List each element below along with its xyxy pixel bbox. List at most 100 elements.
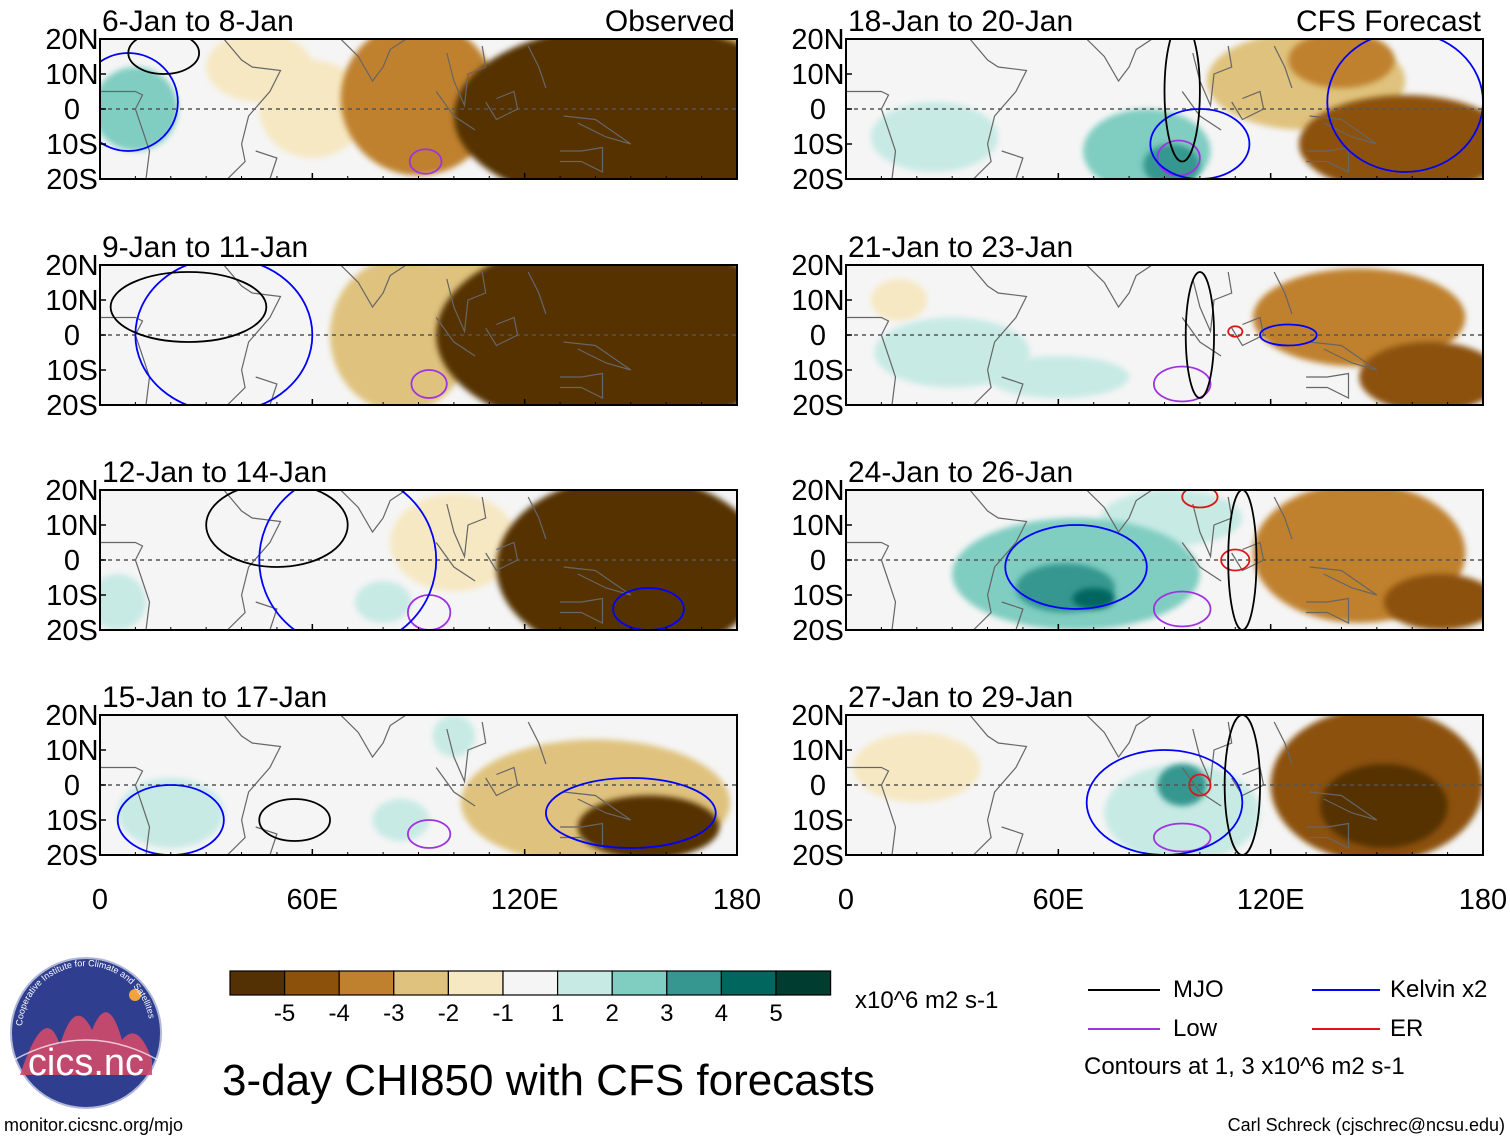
coastline <box>563 791 632 821</box>
panel-title: 6-Jan to 8-Jan <box>102 5 294 38</box>
colorbar-swatch <box>666 970 722 996</box>
legend-label-er: ER <box>1390 1015 1423 1042</box>
coastline <box>1306 372 1350 399</box>
colorbar-swatch <box>338 970 395 996</box>
x-tick-label: 120E <box>491 884 559 916</box>
feature-contours <box>205 490 685 630</box>
coastline <box>1231 316 1265 347</box>
anomaly-field <box>117 715 730 855</box>
er-contour <box>1181 490 1219 509</box>
anomaly-blob <box>453 39 737 179</box>
coastline <box>1086 490 1154 534</box>
colorbar-swatch <box>775 970 832 996</box>
coastline <box>446 45 487 108</box>
y-tick-label: 0 <box>64 545 80 577</box>
coastline <box>1273 721 1293 765</box>
coastlines <box>846 265 1378 405</box>
y-tick-label: 10S <box>46 355 98 387</box>
coastline <box>1001 826 1024 855</box>
y-tick-label: 20S <box>46 840 98 872</box>
y-tick-label: 20S <box>46 390 98 422</box>
logo-mountains <box>20 1012 152 1075</box>
colorbar-swatch <box>284 970 340 996</box>
y-tick-label: 0 <box>810 545 826 577</box>
kelvin-contour <box>258 490 438 630</box>
feature-contours <box>100 39 443 175</box>
anomaly-blob <box>1288 39 1395 88</box>
colorbar: -5 -4 -3 -2 -1 1 2 3 4 5 <box>229 970 832 1027</box>
er-contour <box>1188 773 1212 797</box>
coastline <box>560 146 604 173</box>
coastline <box>340 715 408 759</box>
coastline <box>1192 271 1233 334</box>
y-tick-label: 10S <box>792 129 844 161</box>
y-tick-label: 10S <box>792 805 844 837</box>
coastline <box>340 265 408 309</box>
panel-tag: Observed <box>605 5 735 38</box>
coastline <box>1181 542 1222 582</box>
x-tick-label: 180 <box>713 884 761 916</box>
x-tick-label: 0 <box>92 884 108 916</box>
coastline <box>1192 721 1233 784</box>
panel-title: 27-Jan to 29-Jan <box>848 681 1073 714</box>
coastline <box>100 766 151 855</box>
coastlines <box>100 490 632 630</box>
colorbar-label: -1 <box>492 1000 513 1027</box>
y-tick-label: 0 <box>810 94 826 126</box>
coastline <box>435 767 476 807</box>
coastline <box>1273 496 1293 540</box>
y-tick-label: 20S <box>792 840 844 872</box>
panel-title: 24-Jan to 26-Jan <box>848 456 1073 489</box>
y-tick-label: 0 <box>64 320 80 352</box>
low-contour <box>408 148 443 175</box>
anomaly-blob <box>1359 342 1483 405</box>
coastline <box>560 597 604 624</box>
coastlines <box>100 39 632 179</box>
kelvin-contour <box>1085 749 1244 855</box>
er-contour <box>1220 548 1251 572</box>
coastline <box>255 376 278 405</box>
coastline <box>100 90 151 179</box>
coastline <box>1309 341 1378 371</box>
panels: 6-Jan to 8-Jan Observed20N10N010S20S18-Ja… <box>45 5 1507 916</box>
x-tick-label: 120E <box>1237 884 1305 916</box>
y-tick-label: 20S <box>792 615 844 647</box>
coastline <box>1001 376 1024 405</box>
y-tick-label: 0 <box>64 770 80 802</box>
coastline <box>846 766 897 855</box>
colorbar-swatch <box>611 970 668 996</box>
anomaly-blob <box>432 715 476 757</box>
coastline <box>446 271 487 334</box>
coastline <box>1181 767 1222 807</box>
cics-logo: cics.nc Cooperative Institute for Climat… <box>10 957 162 1109</box>
coastline <box>1231 90 1265 121</box>
coastline <box>1306 822 1350 849</box>
anomaly-blob <box>870 102 999 172</box>
coastline <box>223 265 282 405</box>
anomaly-blob <box>436 265 737 405</box>
panel-2: 18-Jan to 20-Jan CFS Forecast 20N10N010S20… <box>791 5 1484 196</box>
anomaly-blob <box>340 39 497 176</box>
mjo-contour <box>127 39 200 75</box>
anomaly-blob <box>100 574 146 630</box>
anomaly-field <box>330 265 737 405</box>
coastline <box>846 541 897 630</box>
y-tick-label: 10N <box>791 510 844 542</box>
coastline <box>1001 150 1024 179</box>
legend: MJO Kelvin x2 Low ER Contours at 1, 3 x1… <box>1084 976 1487 1080</box>
coastline <box>223 715 282 855</box>
colorbar-label: 1 <box>551 1000 564 1027</box>
panel-title: 21-Jan to 23-Jan <box>848 231 1073 264</box>
colorbar-label: -2 <box>438 1000 459 1027</box>
kelvin-contour <box>1259 323 1318 347</box>
feature-contours <box>1085 715 1261 855</box>
coastline <box>1181 91 1222 131</box>
y-tick-label: 20S <box>792 390 844 422</box>
legend-label-kelvin: Kelvin x2 <box>1390 976 1487 1003</box>
coastline <box>527 271 547 315</box>
coastline <box>100 541 151 630</box>
